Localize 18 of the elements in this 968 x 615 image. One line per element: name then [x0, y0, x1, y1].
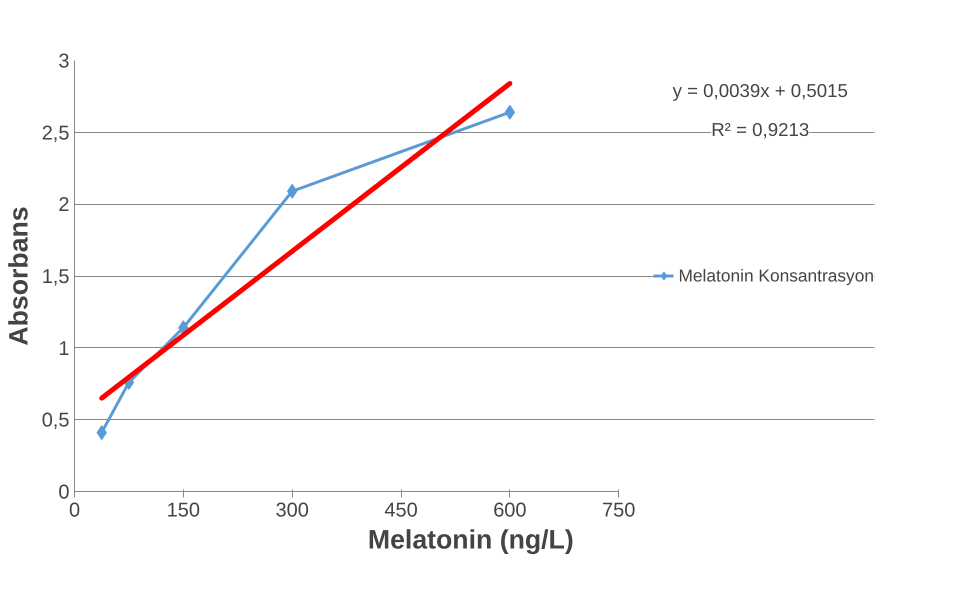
y-tick-label: 3 — [58, 50, 70, 72]
x-tick-label: 300 — [276, 500, 309, 522]
text: y = 0,0039x + 0,5015 — [672, 80, 848, 102]
text: R² = 0,9213 — [711, 118, 810, 140]
point — [504, 104, 516, 120]
x-tick-label: 450 — [384, 500, 418, 522]
x-tick-label: 600 — [493, 500, 527, 522]
y-tick-label: 0,5 — [42, 410, 70, 432]
x-tick-label: 150 — [166, 500, 200, 522]
x-axis-title: Melatonin (ng/L) — [368, 524, 574, 554]
y-tick-label: 1 — [58, 338, 70, 360]
legend-label: Melatonin Konsantrasyon — [678, 265, 874, 286]
y-axis-title: Absorbans — [4, 206, 34, 346]
y-tick-label: 2,5 — [42, 122, 70, 144]
x-tick-label: 750 — [602, 500, 636, 522]
y-tick-label: 2 — [58, 194, 70, 216]
y-tick-label: 1,5 — [42, 266, 70, 288]
y-tick-label: 0 — [58, 482, 70, 504]
